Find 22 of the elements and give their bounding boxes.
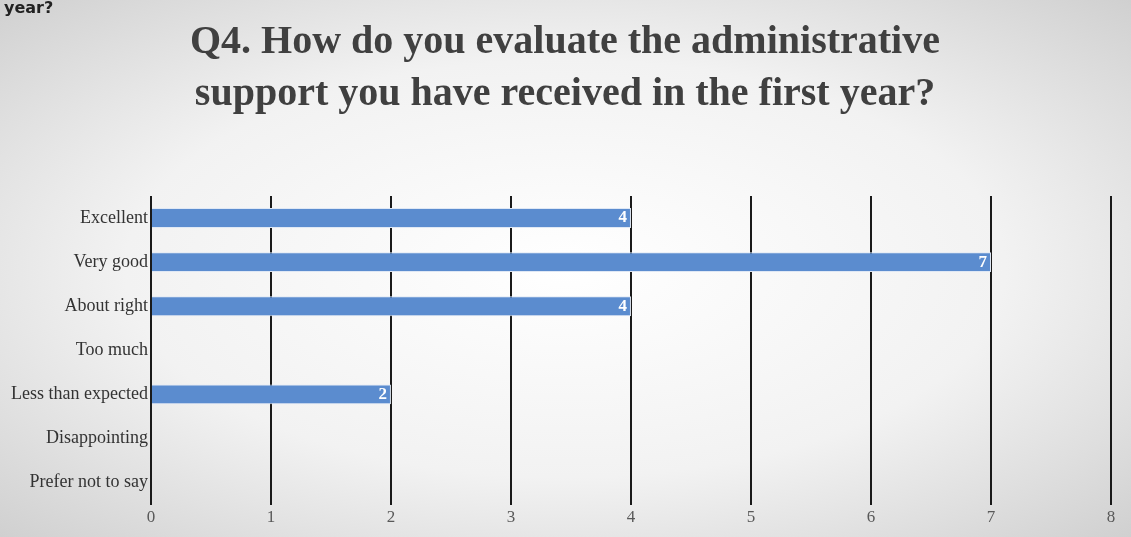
x-tick-label: 5: [746, 507, 756, 527]
x-tick-label: 1: [266, 507, 276, 527]
data-label: 7: [978, 251, 988, 271]
y-tick-label: Excellent: [79, 206, 148, 227]
x-tick-label: 2: [386, 507, 396, 527]
y-tick-label: About right: [64, 294, 148, 315]
chart-title: Q4. How do you evaluate the administrative support you have received in the first year?: [189, 16, 941, 116]
data-label: 2: [378, 383, 387, 403]
y-tick-label: Very good: [73, 250, 148, 271]
y-tick-label: Disappointing: [45, 427, 148, 448]
x-tick-label: 6: [866, 507, 876, 527]
y-tick-label: Too much: [75, 339, 148, 360]
x-tick-label: 4: [626, 507, 636, 527]
text: year?: [4, 0, 54, 17]
x-tick-label: 0: [146, 507, 156, 527]
x-tick-label: 7: [986, 507, 996, 527]
x-tick-label: 3: [506, 507, 516, 527]
data-label: 4: [618, 207, 628, 227]
data-label: 4: [618, 295, 628, 315]
y-tick-label: Prefer not to say: [29, 471, 148, 492]
y-tick-label: Less than expected: [10, 383, 148, 404]
x-tick-label: 8: [1106, 507, 1116, 527]
